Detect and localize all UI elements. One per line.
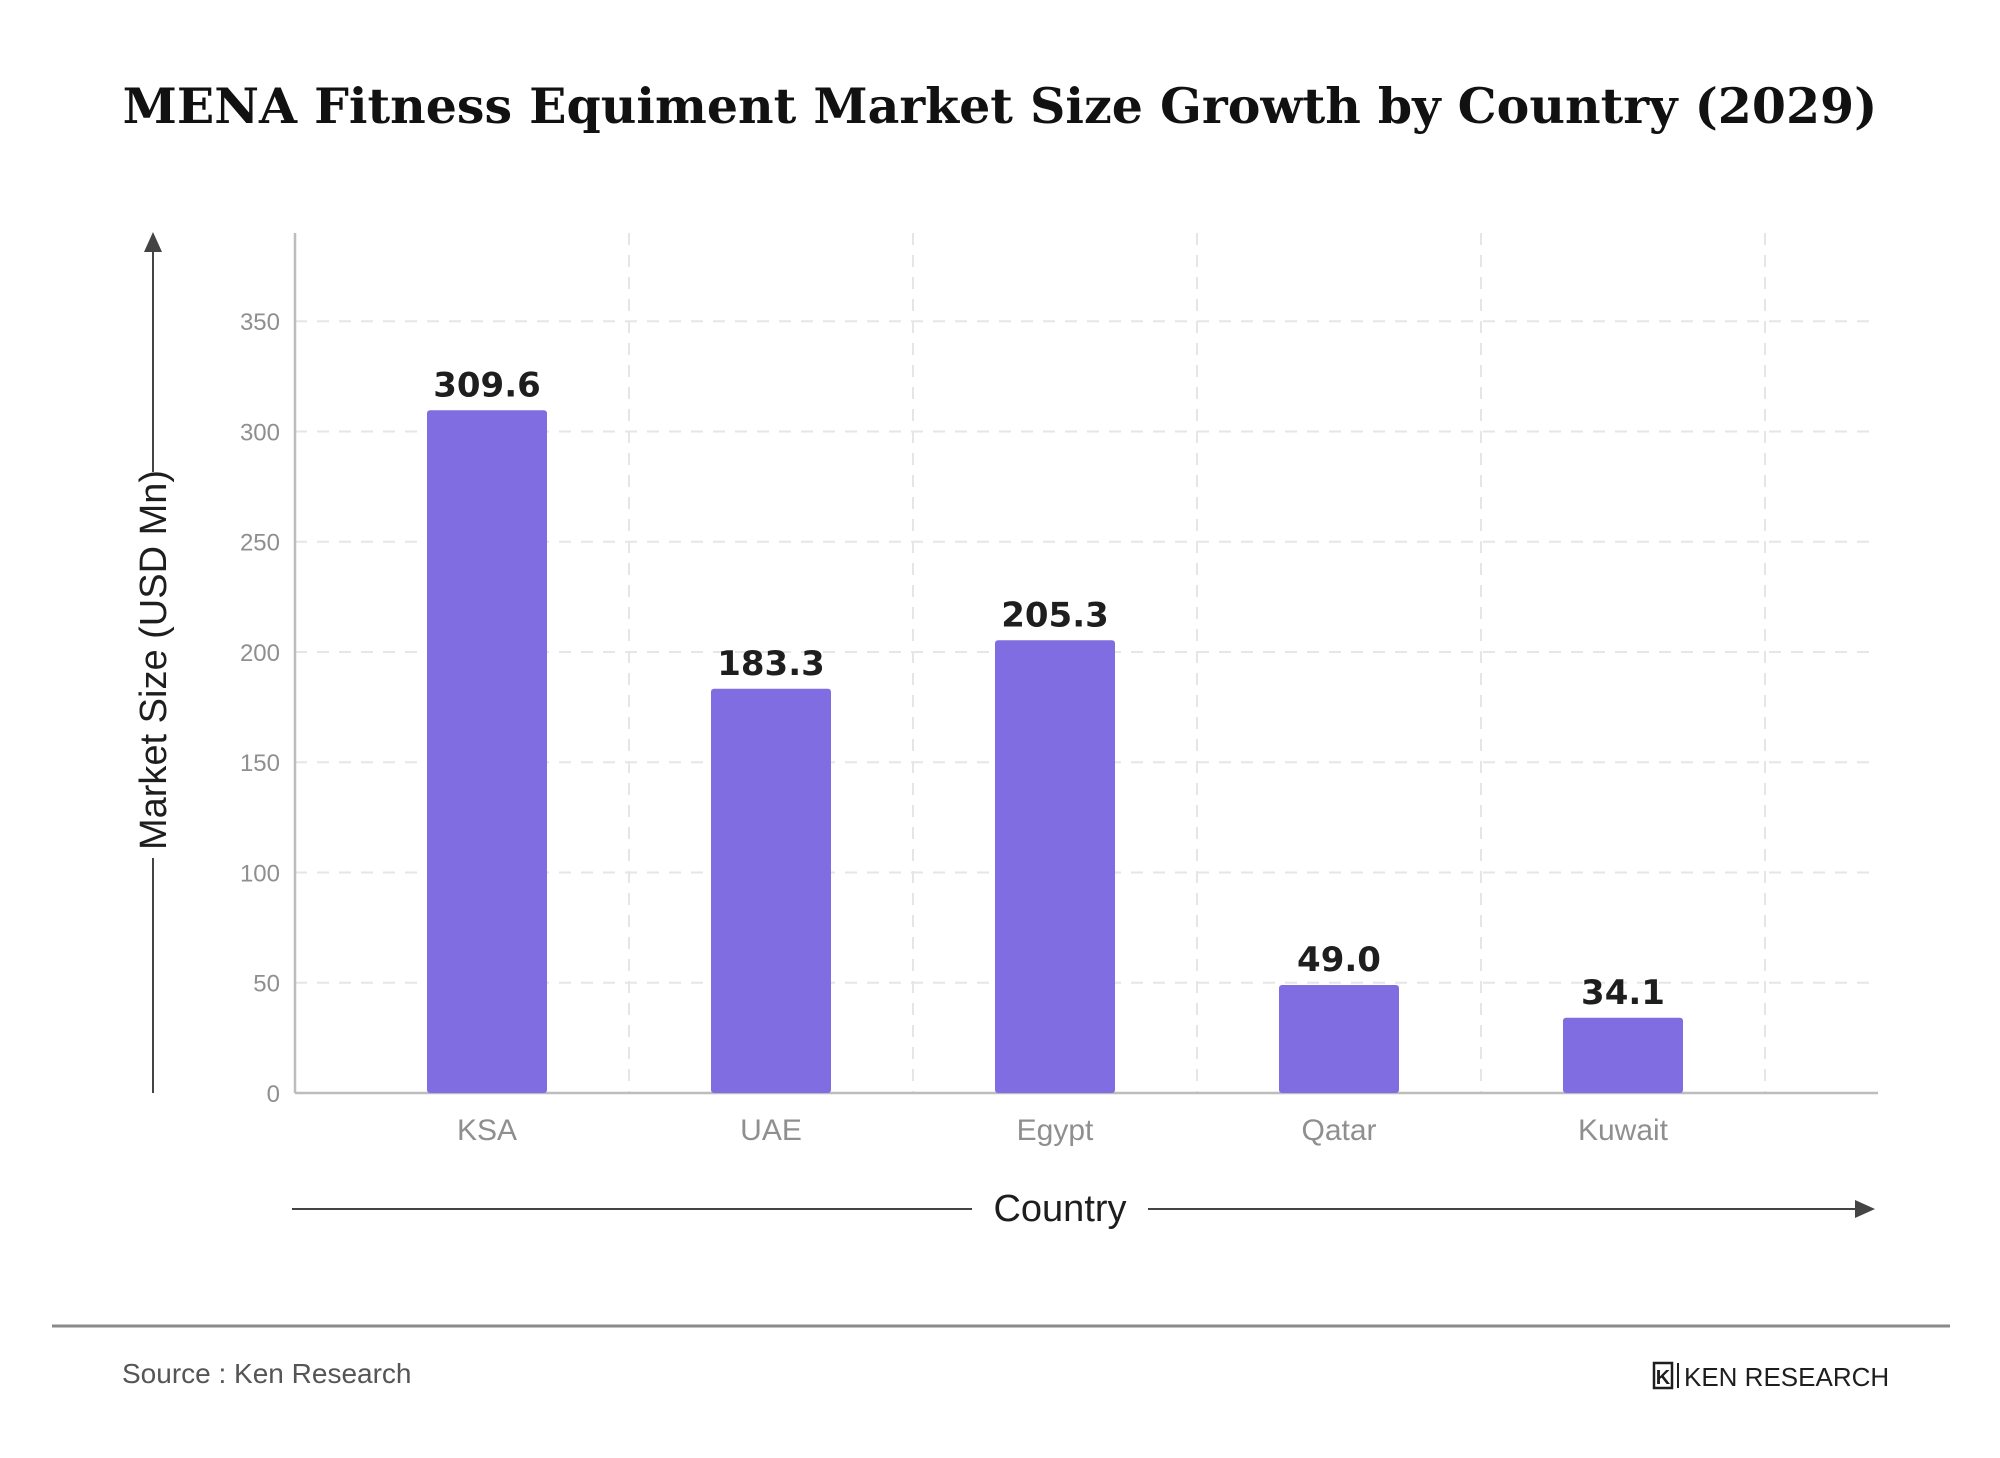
value-label: 205.3 [1001, 595, 1109, 635]
y-tick-label: 100 [240, 860, 280, 887]
bar-kuwait [1563, 1017, 1683, 1093]
x-axis-arrowhead [1855, 1200, 1875, 1218]
bar-uae [711, 688, 831, 1093]
value-label: 183.3 [717, 644, 825, 684]
ken-research-logo: K KEN RESEARCH [1652, 1361, 1889, 1392]
logo-mark-box [1652, 1361, 1674, 1390]
value-label: 49.0 [1297, 940, 1381, 980]
bar-qatar [1279, 984, 1399, 1093]
value-label: 309.6 [433, 365, 541, 405]
source-note: Source : Ken Research [122, 1358, 412, 1389]
y-tick-label: 0 [267, 1081, 280, 1108]
x-tick-label: KSA [457, 1114, 517, 1147]
x-tick-label: Egypt [1017, 1114, 1094, 1147]
x-axis-title: Country [993, 1188, 1126, 1230]
bars [427, 410, 1683, 1093]
grid-lines [295, 233, 1878, 1093]
y-tick-label: 200 [240, 640, 280, 667]
y-axis-arrowhead [144, 232, 162, 252]
y-tick-label: 250 [240, 530, 280, 557]
y-axis-title: Market Size (USD Mn) [133, 470, 175, 850]
y-tick-label: 150 [240, 750, 280, 777]
y-tick-label: 50 [253, 971, 280, 998]
chart-title: MENA Fitness Equiment Market Size Growth… [123, 77, 1878, 135]
y-tick-label: 300 [240, 419, 280, 446]
y-tick-label: 350 [240, 309, 280, 336]
x-tick-labels: KSA UAE Egypt Qatar Kuwait [457, 1114, 1669, 1147]
logo-mark: K [1656, 1367, 1671, 1389]
value-labels: 309.6 183.3 205.3 49.0 34.1 [433, 365, 1665, 1013]
logo-text: KEN RESEARCH [1684, 1362, 1889, 1392]
value-label: 34.1 [1581, 973, 1665, 1013]
y-tick-labels: 0 50 100 150 200 250 300 350 [240, 309, 280, 1108]
bar-ksa [427, 410, 547, 1093]
x-tick-label: Kuwait [1578, 1114, 1669, 1147]
x-tick-label: UAE [740, 1114, 802, 1147]
x-tick-label: Qatar [1301, 1114, 1376, 1147]
bar-egypt [995, 640, 1115, 1093]
